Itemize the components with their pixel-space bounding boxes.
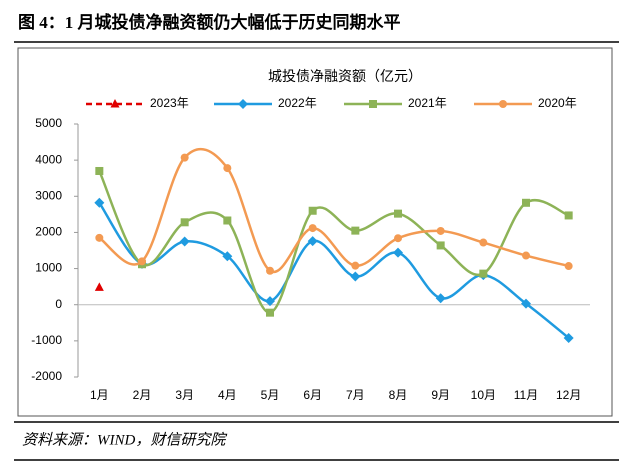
- x-tick-label: 9月: [431, 388, 450, 402]
- legend-label: 2020年: [538, 96, 577, 110]
- legend-label: 2021年: [408, 96, 447, 110]
- marker: [307, 236, 318, 247]
- x-tick-label: 10月: [471, 388, 496, 402]
- marker: [94, 282, 104, 291]
- marker: [95, 233, 104, 242]
- marker: [351, 226, 360, 235]
- series-line: [98, 202, 570, 339]
- marker: [222, 251, 233, 262]
- legend-label: 2023年: [150, 96, 189, 110]
- y-tick-label: 1000: [35, 261, 62, 275]
- y-tick-label: 0: [55, 297, 62, 311]
- marker: [564, 211, 573, 220]
- marker: [350, 271, 361, 282]
- marker: [522, 251, 530, 260]
- chart-frame: [17, 47, 613, 417]
- y-tick-label: 2000: [35, 225, 62, 239]
- marker: [110, 99, 120, 108]
- marker: [436, 241, 445, 250]
- marker: [223, 164, 232, 173]
- x-tick-label: 6月: [303, 388, 322, 402]
- x-tick-label: 8月: [389, 388, 408, 402]
- chart-title: 城投债净融资额（亿元）: [268, 69, 422, 85]
- x-tick-label: 2月: [133, 388, 152, 402]
- marker: [522, 198, 530, 207]
- marker: [563, 332, 574, 343]
- marker: [521, 298, 531, 309]
- marker: [436, 226, 445, 235]
- y-tick-label: -1000: [31, 333, 62, 347]
- y-tick-label: 3000: [35, 188, 62, 202]
- marker: [394, 234, 402, 243]
- marker: [95, 166, 104, 175]
- y-tick-label: 4000: [35, 152, 62, 166]
- x-tick-label: 5月: [261, 388, 280, 402]
- x-tick-label: 7月: [346, 388, 365, 402]
- marker: [435, 293, 446, 304]
- marker: [223, 216, 232, 225]
- marker: [564, 262, 573, 271]
- marker: [266, 308, 274, 317]
- marker: [394, 209, 402, 218]
- marker: [308, 206, 317, 215]
- x-tick-label: 4月: [218, 388, 237, 402]
- legend-label: 2022年: [278, 96, 317, 110]
- source: 资料来源：WIND，财信研究院: [22, 431, 227, 448]
- marker: [94, 197, 105, 208]
- marker: [369, 100, 377, 108]
- x-tick-label: 1月: [90, 388, 109, 402]
- marker: [180, 153, 189, 162]
- marker: [138, 257, 146, 266]
- marker: [266, 266, 274, 275]
- marker: [393, 247, 403, 258]
- marker: [238, 99, 248, 109]
- y-tick-label: 5000: [35, 116, 62, 130]
- x-tick-label: 11月: [514, 388, 538, 402]
- marker: [499, 100, 507, 108]
- marker: [265, 296, 275, 307]
- figure-title: 图 4：1 月城投债净融资额仍大幅低于历史同期水平: [18, 12, 401, 32]
- marker: [351, 261, 360, 270]
- y-tick-label: -2000: [31, 369, 62, 383]
- marker: [308, 224, 317, 233]
- marker: [479, 238, 488, 247]
- x-tick-label: 3月: [175, 388, 194, 402]
- marker: [479, 269, 488, 278]
- marker: [180, 218, 189, 227]
- marker: [179, 236, 190, 247]
- x-tick-label: 12月: [556, 388, 581, 402]
